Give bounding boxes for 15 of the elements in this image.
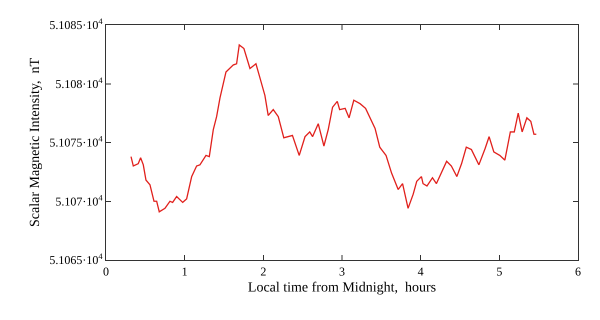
x-tick-label: 3 bbox=[339, 264, 345, 278]
y-tick-label: 5.108·10$^{4}$ bbox=[55, 76, 104, 91]
x-tick-label: 5 bbox=[496, 264, 502, 278]
x-tick-label: 4 bbox=[418, 264, 424, 278]
x-axis-title: Local time from Midnight, hours bbox=[248, 280, 436, 296]
y-tick-label: 5.1085·10$^{4}$ bbox=[49, 17, 104, 32]
y-tick-label: 5.1065·10$^{4}$ bbox=[49, 252, 104, 268]
x-tick-label: 1 bbox=[182, 264, 188, 278]
x-tick-label: 6 bbox=[575, 264, 581, 278]
x-tick-label: 2 bbox=[260, 264, 266, 278]
y-axis-title: Scalar Magnetic Intensity, nT bbox=[28, 58, 44, 227]
y-tick-label: 5.1075·10$^{4}$ bbox=[49, 134, 104, 150]
y-tick-label: 5.107·10$^{4}$ bbox=[55, 193, 104, 208]
x-tick-label: 0 bbox=[103, 264, 109, 278]
line-series bbox=[130, 44, 537, 212]
